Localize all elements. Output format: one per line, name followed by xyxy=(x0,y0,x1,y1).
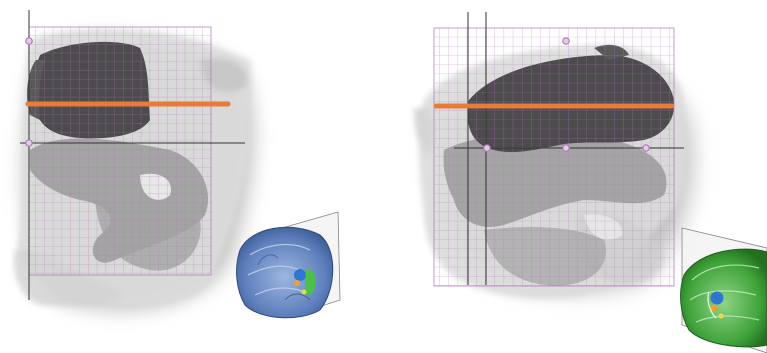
coronal-grid xyxy=(29,27,211,275)
coronal-3d-inset[interactable] xyxy=(236,211,341,319)
label-yellow-structure xyxy=(718,313,724,319)
crosshair-handle-center[interactable] xyxy=(25,139,33,147)
sagittal-view-panel xyxy=(384,0,767,353)
label-orange-structure xyxy=(294,280,300,286)
label-green-structure xyxy=(304,269,316,296)
sagittal-3d-inset[interactable] xyxy=(680,227,767,353)
crosshair-handle-top[interactable] xyxy=(25,37,33,45)
sagittal-view-svg xyxy=(414,12,767,353)
coronal-view-svg xyxy=(13,10,341,319)
crosshair-handle-center[interactable] xyxy=(562,144,570,152)
label-orange-structure xyxy=(710,304,718,312)
label-blue-structure xyxy=(710,291,724,305)
crosshair-handle-right[interactable] xyxy=(642,144,650,152)
sagittal-grid xyxy=(434,28,674,286)
crosshair-handle-left[interactable] xyxy=(483,144,491,152)
label-blue-structure xyxy=(294,269,306,281)
coronal-view-panel xyxy=(13,10,341,319)
label-yellow-structure xyxy=(301,289,307,295)
crosshair-handle-top[interactable] xyxy=(562,37,570,45)
